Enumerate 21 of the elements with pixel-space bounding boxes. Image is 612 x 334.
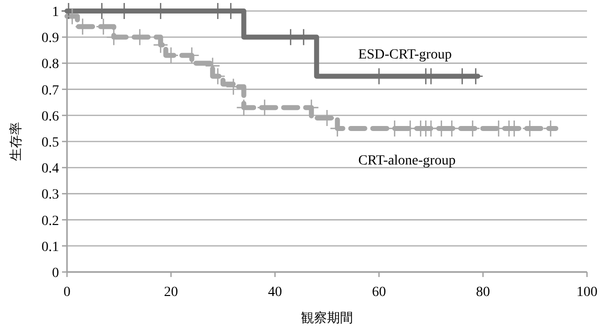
series-label: ESD-CRT-group: [358, 47, 452, 62]
x-tick-label: 20: [164, 285, 178, 300]
y-tick-label: 0: [52, 266, 59, 281]
y-tick-label: 0.2: [42, 214, 59, 229]
x-tick-label: 80: [476, 285, 490, 300]
series-label: CRT-alone-group: [358, 153, 456, 168]
y-tick-label: 0.9: [42, 31, 59, 46]
x-tick-label: 40: [268, 285, 282, 300]
y-tick-label: 0.7: [42, 83, 59, 98]
y-tick-label: 0.4: [42, 162, 59, 177]
x-tick-label: 100: [576, 285, 598, 300]
x-tick-label: 60: [372, 285, 386, 300]
x-axis-title: 観察期間: [301, 310, 353, 325]
x-tick-label: 0: [64, 285, 70, 300]
y-axis-title: 生存率: [8, 122, 23, 161]
y-tick-label: 0.5: [42, 136, 59, 150]
y-tick-label: 0.6: [42, 109, 59, 124]
y-tick-label: 1: [52, 5, 59, 20]
y-tick-label: 0.1: [42, 240, 59, 255]
y-tick-label: 0.8: [42, 57, 59, 72]
y-tick-label: 0.3: [42, 188, 59, 203]
